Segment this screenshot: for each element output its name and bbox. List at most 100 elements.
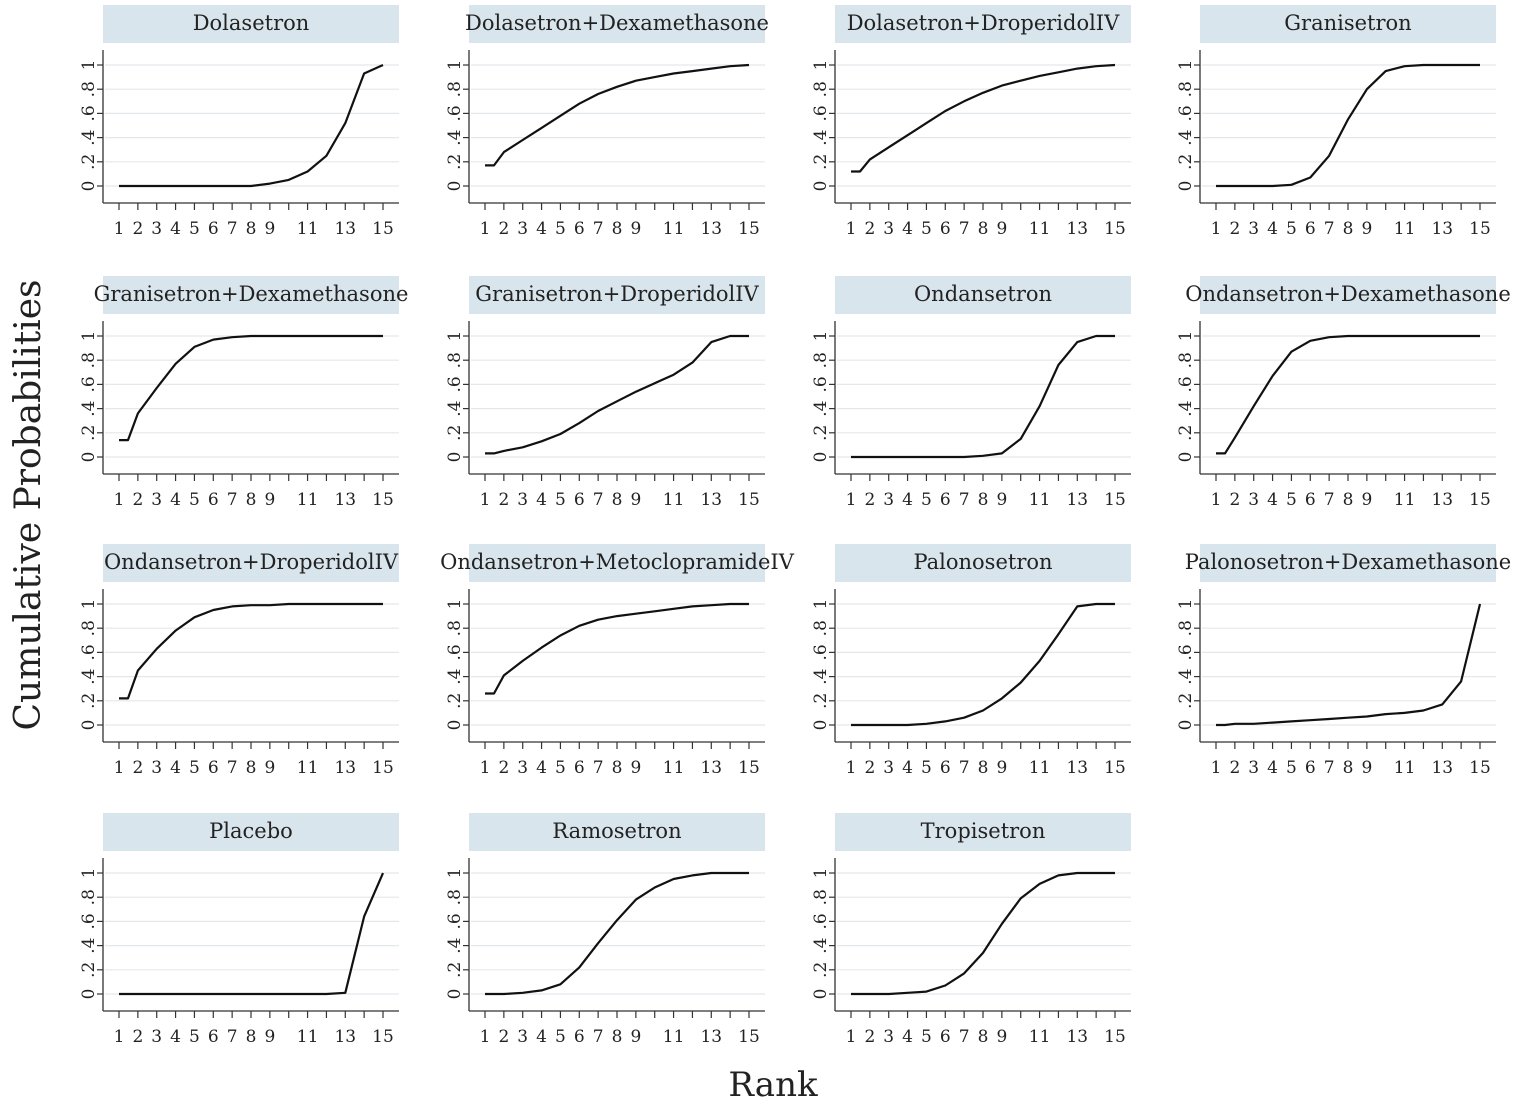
y-tick-label: .2 (811, 693, 831, 709)
y-tick-label: .6 (811, 913, 831, 929)
x-tick-label: 13 (334, 490, 356, 510)
y-tick-label: 1 (79, 60, 99, 71)
x-tick-label: 15 (1469, 758, 1491, 778)
x-tick-label: 4 (1267, 490, 1278, 510)
panel-title: Ondansetron+DroperidolIV (104, 550, 399, 574)
y-tick-label: .8 (811, 352, 831, 368)
x-tick-label: 13 (1431, 490, 1453, 510)
series-line-placebo (119, 872, 385, 996)
x-tick-label: 13 (700, 758, 722, 778)
y-tick-label: .2 (79, 693, 99, 709)
x-tick-label: 6 (1305, 758, 1316, 778)
x-tick-label: 6 (208, 1027, 219, 1047)
series-line-ondansetron-droperidoliv (119, 602, 383, 700)
y-tick-label: .6 (1176, 644, 1196, 660)
y-tick-label: .6 (79, 105, 99, 121)
x-tick-label: 2 (864, 758, 875, 778)
x-tick-label: 1 (846, 1027, 857, 1047)
x-tick-label: 13 (700, 490, 722, 510)
x-tick-label: 9 (1361, 219, 1372, 239)
x-tick-label: 3 (517, 758, 528, 778)
y-tick-label: .2 (445, 693, 465, 709)
y-tick-label: .2 (1176, 425, 1196, 441)
y-tick-label: .6 (811, 376, 831, 392)
series-line-ramosetron (485, 871, 749, 996)
y-tick-label: 0 (445, 720, 465, 731)
x-tick-label: 1 (1211, 758, 1222, 778)
x-tick-label: 7 (227, 758, 238, 778)
y-tick-label: 0 (811, 181, 831, 192)
x-tick-label: 13 (700, 1027, 722, 1047)
y-tick-label: .2 (1176, 154, 1196, 170)
panel-title: Ondansetron+MetoclopramideIV (440, 550, 795, 574)
x-tick-label: 3 (1248, 219, 1259, 239)
series-line-ondansetron-dexamethasone (1216, 334, 1480, 455)
series-line-tropisetron (851, 871, 1115, 996)
x-tick-label: 4 (536, 1027, 547, 1047)
x-tick-label: 11 (663, 490, 685, 510)
panel-strip (469, 813, 765, 851)
x-tick-label: 5 (921, 758, 932, 778)
panel-strip (835, 5, 1131, 43)
y-tick-label: 1 (1176, 599, 1196, 610)
x-tick-label: 5 (555, 1027, 566, 1047)
y-tick-label: 0 (1176, 452, 1196, 463)
x-tick-label: 11 (663, 1027, 685, 1047)
y-tick-label: .4 (811, 129, 831, 145)
x-tick-label: 5 (921, 490, 932, 510)
x-tick-label: 7 (1324, 758, 1335, 778)
x-tick-label: 5 (555, 490, 566, 510)
y-tick-label: .8 (79, 889, 99, 905)
y-tick-label: 1 (811, 868, 831, 879)
x-tick-label: 4 (1267, 758, 1278, 778)
x-tick-label: 3 (1248, 758, 1259, 778)
x-tick-label: 9 (630, 490, 641, 510)
x-tick-label: 8 (246, 1027, 257, 1047)
x-tick-label: 15 (738, 219, 760, 239)
y-tick-label: .8 (811, 620, 831, 636)
y-tick-label: 1 (811, 60, 831, 71)
panel-strip (469, 5, 765, 43)
x-tick-label: 15 (1104, 758, 1126, 778)
x-tick-label: 15 (1469, 219, 1491, 239)
panel-title: Granisetron+Dexamethasone (94, 282, 409, 306)
x-tick-label: 9 (996, 1027, 1007, 1047)
x-tick-label: 4 (536, 758, 547, 778)
panel-title: Palonosetron+Dexamethasone (1185, 550, 1512, 574)
series-line-palonosetron-dexamethasone (1216, 603, 1482, 727)
x-tick-label: 9 (996, 219, 1007, 239)
x-tick-label: 4 (902, 1027, 913, 1047)
panel-strip (469, 544, 765, 582)
x-tick-label: 2 (864, 490, 875, 510)
y-tick-label: 1 (811, 599, 831, 610)
x-tick-label: 4 (170, 758, 181, 778)
x-tick-label: 15 (738, 758, 760, 778)
x-tick-label: 11 (1394, 490, 1416, 510)
series-line-dolasetron-droperidoliv (851, 63, 1116, 173)
y-tick-label: 1 (445, 599, 465, 610)
panel-strip (1200, 276, 1496, 314)
x-tick-label: 7 (959, 490, 970, 510)
x-tick-label: 5 (189, 1027, 200, 1047)
x-tick-label: 2 (864, 1027, 875, 1047)
series-line-dolasetron-dexamethasone (485, 63, 750, 167)
x-tick-label: 1 (114, 758, 125, 778)
y-tick-label: .8 (811, 81, 831, 97)
x-tick-label: 11 (297, 219, 319, 239)
x-tick-label: 15 (372, 1027, 394, 1047)
panel-title: Granisetron (1284, 11, 1411, 35)
x-tick-label: 6 (940, 219, 951, 239)
x-tick-label: 11 (1394, 758, 1416, 778)
x-tick-label: 5 (189, 219, 200, 239)
x-tick-label: 8 (612, 1027, 623, 1047)
x-tick-label: 4 (170, 219, 181, 239)
x-tick-label: 3 (151, 758, 162, 778)
y-tick-label: .2 (811, 425, 831, 441)
